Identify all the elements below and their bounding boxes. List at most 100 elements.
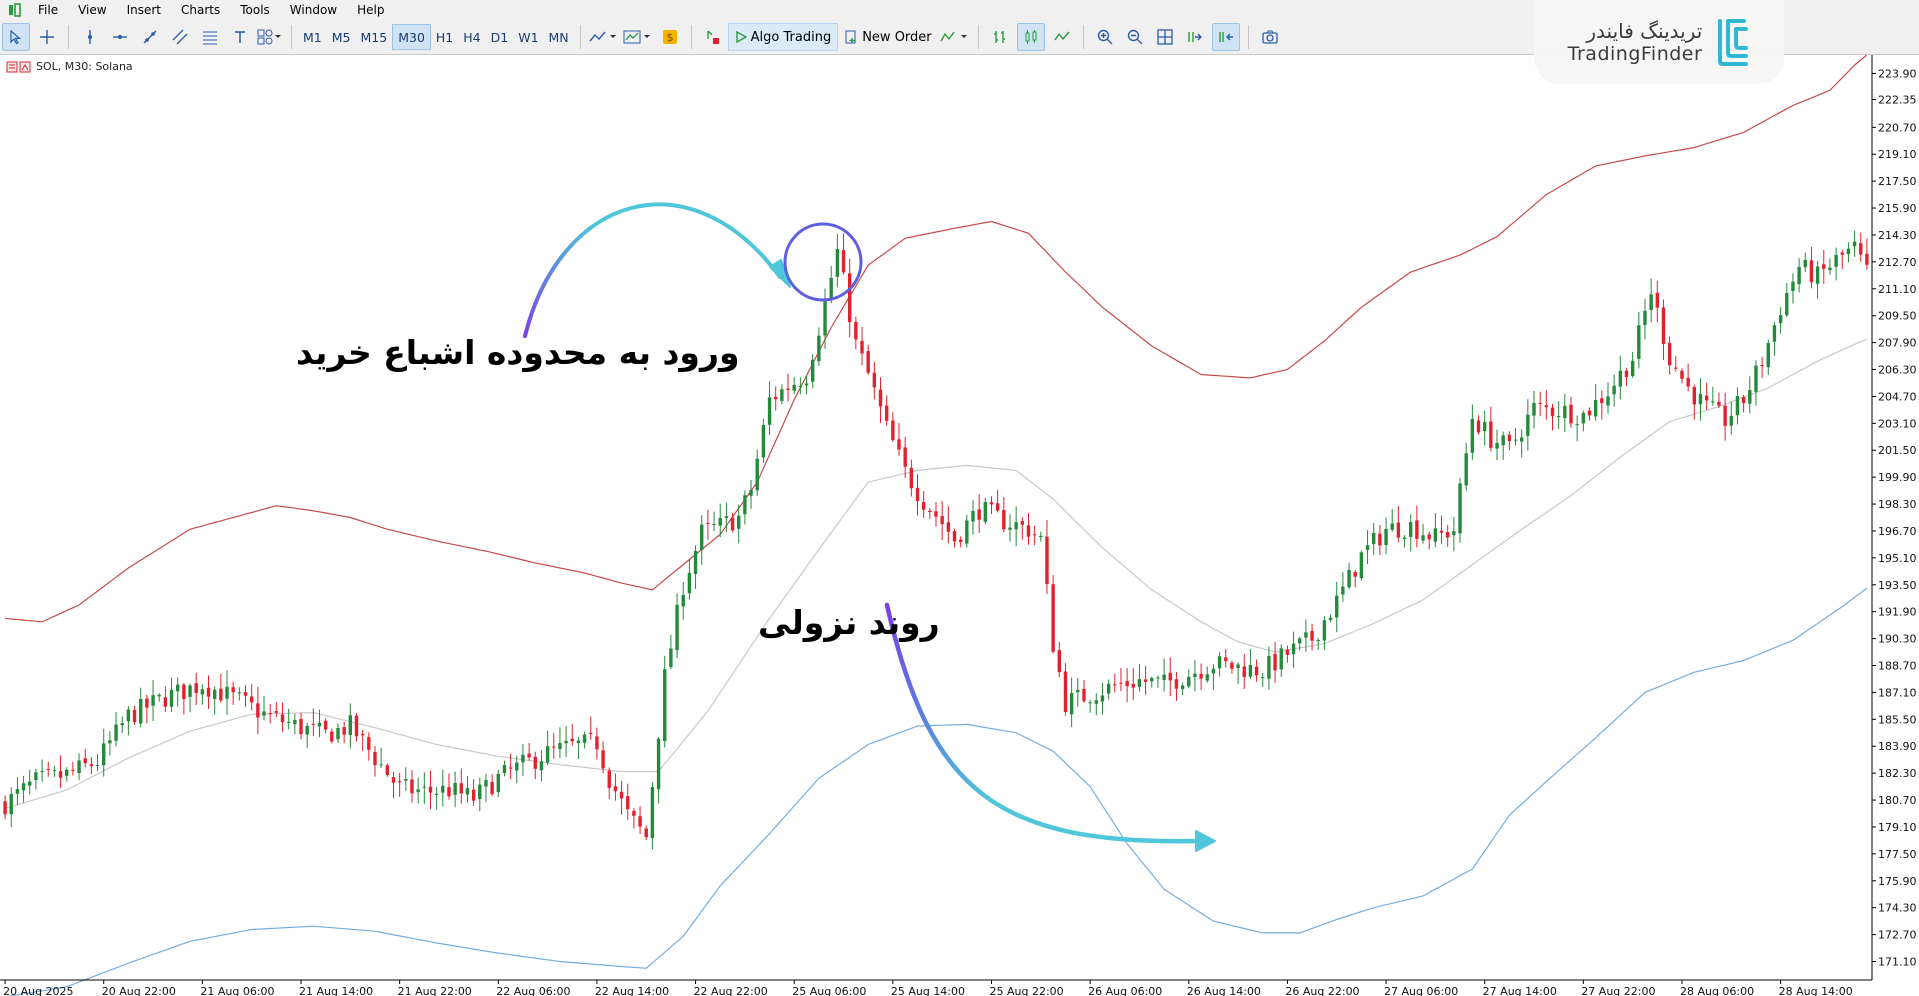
menu-file[interactable]: File [38, 3, 59, 17]
timeframe-h4[interactable]: H4 [463, 29, 481, 45]
candle [1125, 668, 1129, 703]
crosshair-icon[interactable] [34, 24, 60, 50]
candle [1433, 512, 1438, 548]
candle [1507, 431, 1512, 451]
y-tick-label: 187.10 [1878, 686, 1917, 699]
trendline-icon[interactable] [137, 24, 163, 50]
candle [1865, 238, 1869, 270]
vertical-line-icon[interactable] [77, 24, 103, 50]
x-tick-label: 22 Aug 14:00 [595, 985, 669, 996]
candle [909, 459, 914, 497]
cursor-tool-icon[interactable] [2, 23, 30, 51]
candle [77, 753, 81, 780]
timeframe-w1[interactable]: W1 [518, 29, 539, 45]
chart-area[interactable]: 223.90 222.35 220.70 219.10 217.50 215.90 214.… [0, 55, 1919, 996]
candle [367, 732, 371, 761]
line-chart-icon[interactable] [1049, 24, 1075, 50]
y-tick-label: 219.10 [1878, 148, 1917, 161]
y-tick-label: 212.70 [1878, 256, 1917, 269]
timeframe-m5[interactable]: M5 [331, 29, 351, 45]
timeframe-m1[interactable]: M1 [303, 29, 322, 45]
market-watch-icon[interactable] [940, 24, 970, 50]
chart-shift-icon[interactable] [1211, 23, 1240, 51]
screenshot-icon[interactable] [1257, 24, 1283, 50]
candle [1267, 646, 1271, 691]
horizontal-line-icon[interactable] [107, 24, 133, 50]
bar-chart-icon[interactable] [987, 24, 1013, 50]
channel-icon[interactable] [167, 24, 193, 50]
candle [1704, 382, 1709, 410]
text-tool-icon[interactable] [227, 24, 253, 50]
overbought-circle [783, 222, 863, 302]
candle [1384, 517, 1388, 555]
candle [385, 763, 390, 777]
candle [410, 770, 414, 803]
menu-bar: File View Insert Charts Tools Window Hel… [0, 0, 1919, 20]
timeframe-mn[interactable]: MN [548, 29, 569, 45]
candle [1569, 396, 1573, 428]
candle [145, 694, 149, 724]
indicators-icon[interactable] [623, 24, 653, 50]
dollar-icon[interactable]: $ [657, 24, 683, 50]
candle [1581, 410, 1586, 432]
menu-charts[interactable]: Charts [181, 3, 221, 17]
candle [669, 634, 673, 669]
candle [323, 718, 328, 734]
signals-icon[interactable] [700, 24, 726, 50]
menu-insert[interactable]: Insert [126, 3, 161, 17]
candle [200, 684, 205, 705]
timeframe-m15[interactable]: M15 [360, 29, 388, 45]
zoom-out-icon[interactable] [1122, 24, 1148, 50]
candle [829, 265, 833, 304]
timeframe-m30[interactable]: M30 [392, 24, 431, 50]
candle [613, 773, 618, 801]
candle [1002, 496, 1006, 533]
chart-type-icon[interactable] [589, 24, 619, 50]
candle [995, 489, 1000, 513]
candle [1291, 631, 1296, 669]
menu-window[interactable]: Window [289, 3, 338, 17]
candle [687, 558, 692, 600]
price-chart[interactable]: 223.90 222.35 220.70 219.10 217.50 215.90 214.… [0, 55, 1919, 996]
candle [644, 825, 648, 841]
candle [1556, 401, 1561, 429]
tradingfinder-logo: تریدینگ فایندر TradingFinder [1534, 0, 1784, 84]
menu-help[interactable]: Help [357, 3, 385, 17]
zoom-in-icon[interactable] [1092, 24, 1118, 50]
y-tick-label: 196.70 [1878, 525, 1917, 538]
fibonacci-icon[interactable] [197, 24, 223, 50]
chart-symbol-label: SOL, M30: Solana [6, 60, 133, 73]
candle [841, 233, 846, 275]
timeframe-h1[interactable]: H1 [435, 29, 454, 45]
candle [490, 774, 494, 797]
auto-scroll-icon[interactable] [1182, 24, 1208, 50]
candle [114, 712, 118, 747]
algo-trading-button[interactable]: Algo Trading [727, 23, 839, 51]
candle [1772, 321, 1777, 356]
candle [1415, 505, 1419, 548]
candle [1113, 673, 1117, 693]
menu-view[interactable]: View [78, 3, 107, 17]
candle [1032, 525, 1037, 546]
candlestick-icon[interactable] [1016, 23, 1045, 51]
candle [391, 771, 396, 799]
candle [1088, 699, 1092, 713]
toolbar-separator [1082, 25, 1084, 49]
candle [700, 515, 704, 565]
candle [206, 675, 211, 710]
candle [811, 353, 815, 389]
new-order-button[interactable]: New Order [838, 24, 937, 50]
candle [1359, 550, 1364, 581]
menu-tools[interactable]: Tools [240, 3, 270, 17]
tile-windows-icon[interactable] [1152, 24, 1178, 50]
timeframe-d1[interactable]: D1 [490, 29, 509, 45]
candle [1421, 523, 1425, 544]
candle [1600, 390, 1604, 420]
metatrader-app-icon[interactable] [8, 3, 22, 17]
candle [1304, 619, 1308, 652]
shapes-icon[interactable] [257, 24, 283, 50]
y-tick-label: 174.30 [1878, 902, 1917, 915]
candle [1446, 525, 1450, 547]
candle [1236, 662, 1240, 684]
candle [447, 773, 451, 800]
